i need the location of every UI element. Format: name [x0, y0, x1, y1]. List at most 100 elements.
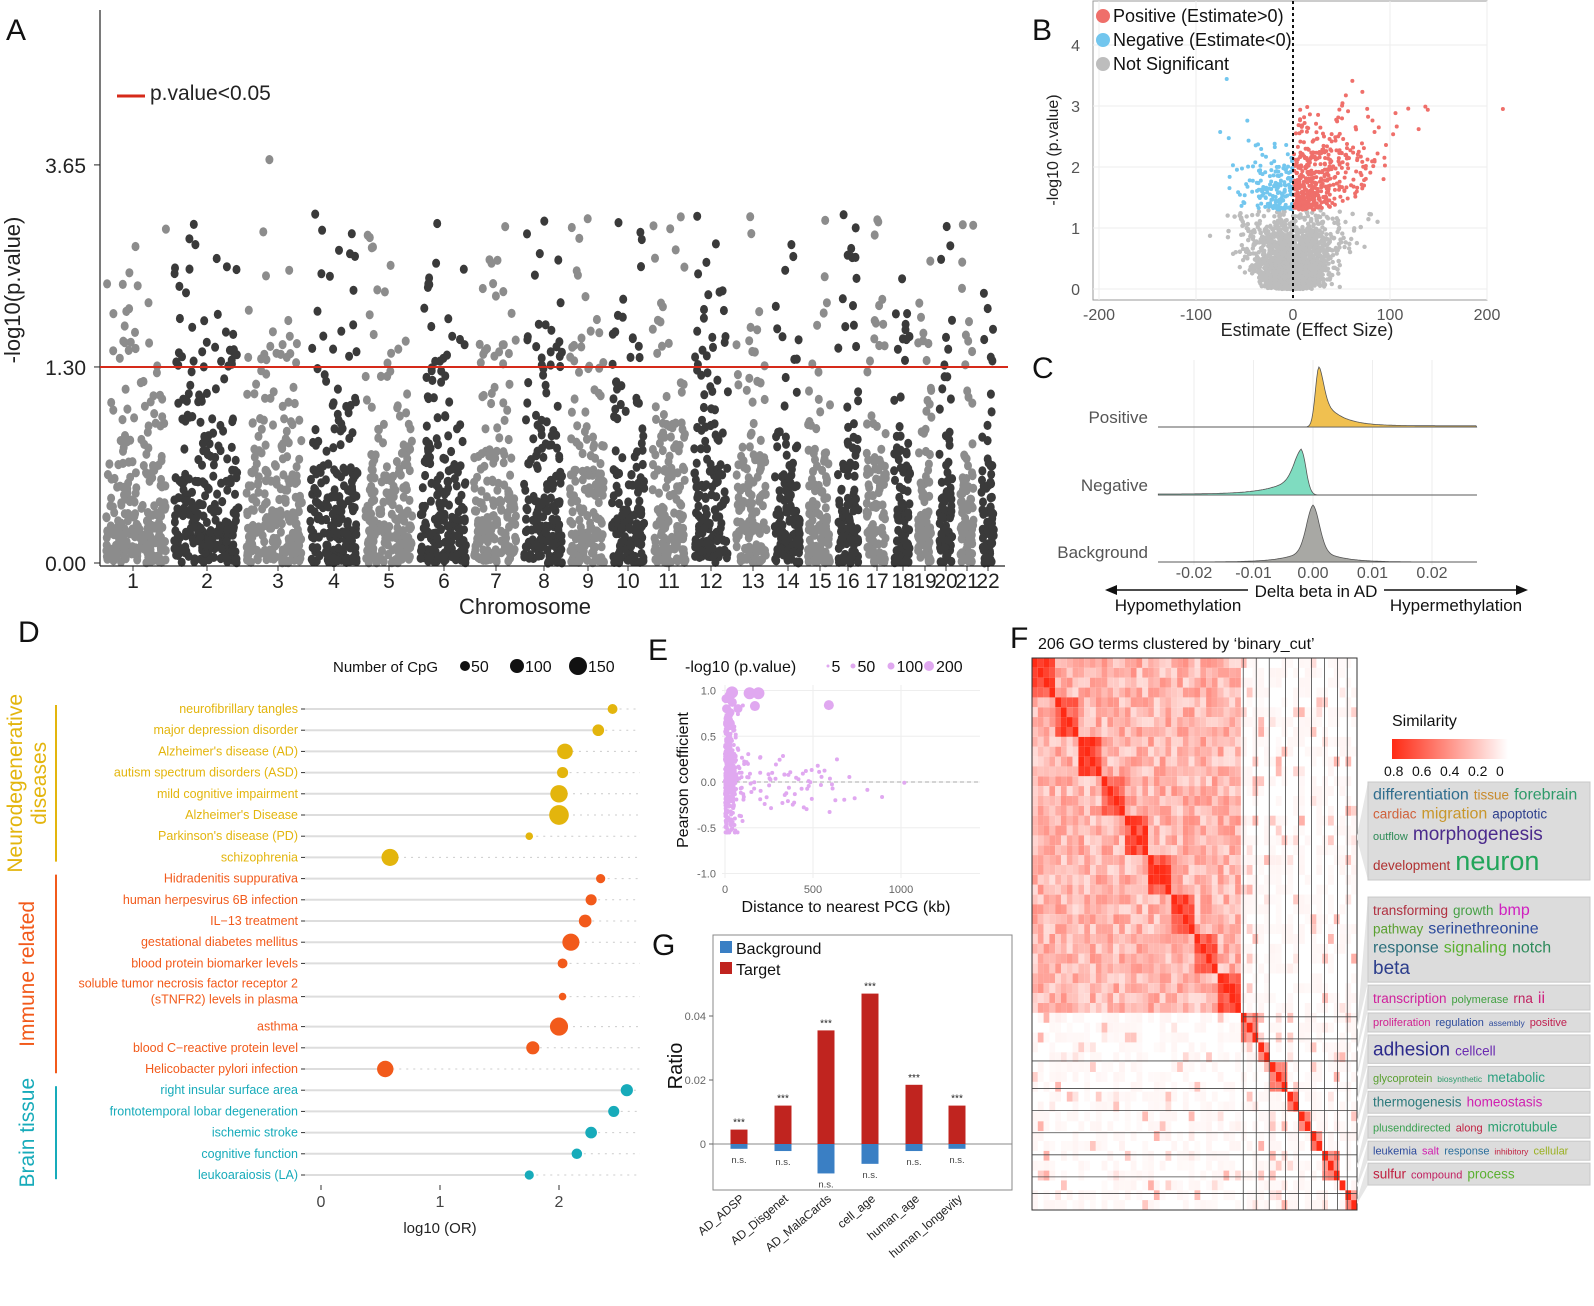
manhattan-point [311, 425, 320, 435]
manhattan-point [289, 382, 298, 392]
manhattan-point [444, 543, 453, 553]
manhattan-point [402, 408, 411, 418]
manhattan-point [161, 224, 170, 234]
manhattan-point [523, 229, 531, 239]
manhattan-point [319, 528, 328, 538]
panel-labels: A B C D E F G [6, 14, 1054, 962]
manhattan-point [481, 424, 490, 434]
manhattan-point [486, 448, 495, 458]
manhattan-point [182, 527, 190, 537]
manhattan-point [121, 540, 130, 551]
manhattan-point [653, 348, 662, 358]
manhattan-point [838, 294, 847, 304]
manhattan-point [284, 397, 293, 407]
manhattan-point [365, 310, 374, 320]
manhattan-point [575, 441, 584, 451]
manhattan-point [495, 433, 504, 443]
manhattan-point [424, 556, 433, 566]
manhattan-point [630, 551, 639, 562]
manhattan-point [229, 345, 238, 355]
manhattan-point [967, 494, 976, 504]
manhattan-point [189, 356, 198, 366]
manhattan-point [653, 549, 662, 560]
manhattan-point [361, 371, 370, 382]
manhattan-point [573, 421, 582, 431]
manhattan-point [590, 385, 599, 395]
manhattan-point [352, 520, 361, 530]
manhattan-point [261, 465, 270, 475]
manhattan-point [709, 342, 717, 352]
manhattan-point [399, 483, 408, 493]
manhattan-point [945, 440, 954, 450]
manhattan-point [583, 510, 592, 521]
manhattan-point [967, 520, 976, 530]
manhattan-point [745, 336, 754, 346]
manhattan-point [228, 465, 237, 475]
manhattan-point [272, 479, 281, 489]
manhattan-point [370, 487, 379, 497]
manhattan-point [379, 497, 388, 507]
manhattan-point [477, 449, 486, 459]
manhattan-point [206, 451, 215, 461]
manhattan-point [266, 553, 275, 564]
manhattan-point [937, 254, 946, 264]
manhattan-point [374, 433, 383, 443]
manhattan-point [940, 360, 949, 370]
manhattan-point [597, 533, 606, 543]
manhattan-point [637, 234, 646, 245]
manhattan-point [221, 551, 230, 561]
x-tick-label: 2 [201, 570, 213, 593]
manhattan-point [946, 394, 955, 404]
manhattan-point [849, 432, 858, 442]
manhattan-point [243, 389, 252, 399]
manhattan-point [706, 382, 715, 392]
manhattan-point [495, 347, 504, 357]
manhattan-point [957, 521, 966, 532]
manhattan-point [694, 501, 703, 511]
manhattan-point [609, 394, 618, 404]
manhattan-point [254, 487, 263, 497]
manhattan-point [915, 448, 923, 458]
manhattan-point [854, 387, 863, 397]
manhattan-point [131, 327, 139, 337]
manhattan-point [542, 388, 551, 398]
manhattan-point [198, 460, 206, 470]
manhattan-point [700, 523, 709, 534]
manhattan-point [186, 380, 195, 390]
manhattan-point [437, 377, 446, 387]
manhattan-point [906, 469, 914, 479]
point-not-significant [1349, 236, 1354, 242]
manhattan-point [426, 496, 435, 506]
manhattan-point [206, 540, 215, 550]
manhattan-point [146, 531, 155, 541]
manhattan-point [185, 264, 194, 274]
manhattan-point [182, 288, 190, 298]
manhattan-point [672, 539, 681, 549]
manhattan-point [461, 553, 470, 563]
manhattan-point [700, 390, 709, 400]
manhattan-point [753, 325, 762, 335]
manhattan-point [461, 478, 470, 488]
x-tick-label: 15 [808, 570, 831, 593]
manhattan-point [658, 445, 667, 456]
manhattan-point [307, 524, 316, 535]
manhattan-point [102, 540, 111, 550]
manhattan-point [658, 520, 667, 530]
point-not-significant [1242, 270, 1248, 275]
manhattan-point [537, 542, 545, 552]
manhattan-point [214, 441, 223, 451]
manhattan-point [905, 499, 914, 509]
manhattan-point [254, 431, 263, 441]
manhattan-point [914, 545, 923, 556]
manhattan-point [285, 516, 294, 526]
manhattan-point [347, 229, 356, 239]
manhattan-point [541, 320, 550, 330]
manhattan-point [222, 536, 231, 547]
manhattan-point [227, 355, 236, 365]
manhattan-point [924, 459, 933, 469]
manhattan-point [870, 316, 879, 326]
manhattan-point [611, 446, 620, 456]
manhattan-point [745, 442, 754, 452]
manhattan-point [346, 486, 355, 496]
manhattan-point [742, 464, 751, 474]
